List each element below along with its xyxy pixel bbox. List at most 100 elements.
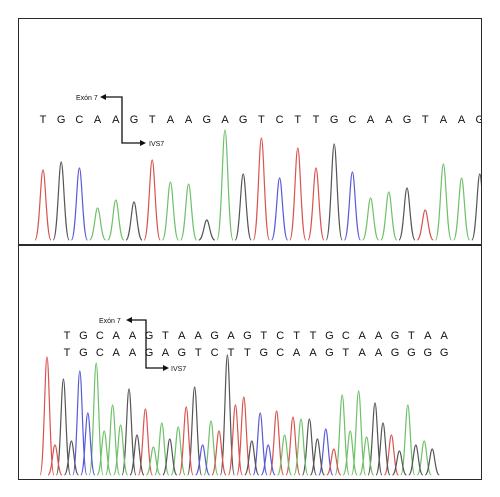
base-letter: C (276, 347, 284, 359)
peak (234, 173, 252, 241)
base-letter: A (359, 347, 367, 359)
exon-intron-boundary-marker (126, 317, 169, 371)
base-letter: T (422, 114, 429, 126)
peak (471, 173, 481, 241)
peak (343, 171, 361, 241)
base-letter: T (293, 330, 300, 342)
base-letter: A (458, 114, 466, 126)
exon-label: Exón 7 (76, 95, 98, 102)
base-letter: C (348, 114, 356, 126)
peak (325, 143, 343, 241)
base-letter: T (244, 347, 251, 359)
peak (125, 201, 143, 241)
base-letter: G (210, 330, 219, 342)
peak (195, 444, 211, 476)
peak (34, 169, 52, 241)
peak (88, 362, 104, 476)
peak (180, 183, 198, 241)
peak (47, 444, 63, 476)
base-letter: T (310, 330, 317, 342)
base-letter: T (228, 347, 235, 359)
peak (178, 406, 194, 476)
peak (289, 147, 307, 241)
base-letter: G (440, 347, 449, 359)
base-letter: G (178, 347, 187, 359)
peak (80, 412, 96, 476)
base-letter: G (407, 347, 416, 359)
peak-traces (34, 129, 481, 241)
peak (362, 197, 380, 241)
base-letter: G (391, 330, 400, 342)
base-letter: A (162, 347, 170, 359)
peak (380, 191, 398, 241)
peak (145, 446, 161, 476)
base-letter: T (294, 114, 301, 126)
base-letter: A (94, 114, 102, 126)
peak (398, 187, 416, 241)
base-letter: T (195, 347, 202, 359)
base-letter: G (424, 347, 433, 359)
peak (309, 438, 325, 476)
peak (96, 430, 112, 476)
base-letter: G (203, 114, 212, 126)
base-letter: G (325, 330, 334, 342)
base-letter: T (313, 114, 320, 126)
base-letter: A (424, 330, 432, 342)
base-letter: A (227, 330, 235, 342)
base-letter: A (112, 114, 120, 126)
base-letter: A (178, 330, 186, 342)
peak (244, 440, 260, 476)
peak (359, 436, 375, 476)
peak (307, 167, 325, 241)
intron-label: IVS7 (171, 366, 186, 373)
peak (105, 404, 121, 476)
base-letter: C (211, 347, 219, 359)
peak (391, 450, 407, 476)
base-letter: A (385, 114, 393, 126)
peak (424, 448, 440, 476)
peak (416, 209, 434, 241)
exon-label: Exón 7 (99, 318, 121, 325)
peak (52, 161, 70, 241)
peak (293, 418, 309, 476)
peak (216, 129, 234, 241)
peak (301, 418, 317, 476)
peak (129, 434, 145, 476)
exon-intron-boundary-marker (100, 94, 146, 146)
base-letter: G (239, 114, 248, 126)
peak (260, 444, 276, 476)
peak (342, 430, 358, 476)
peak (162, 438, 178, 476)
peak (70, 167, 88, 241)
peak (277, 434, 293, 476)
base-letter: A (129, 347, 137, 359)
base-letter: T (149, 114, 156, 126)
peak (434, 163, 452, 241)
base-letter: A (167, 114, 175, 126)
base-letter: A (293, 347, 301, 359)
base-letter: T (260, 330, 267, 342)
peak (161, 181, 179, 241)
peak (143, 159, 161, 241)
base-letter: A (113, 330, 121, 342)
peak-traces (39, 354, 440, 476)
base-letter: G (403, 114, 412, 126)
base-letter: C (342, 330, 350, 342)
base-letter: A (221, 114, 229, 126)
base-letter: C (276, 114, 284, 126)
peak (400, 404, 416, 476)
peak (55, 378, 71, 476)
base-letter: G (243, 330, 252, 342)
peak (453, 177, 471, 241)
base-letter: A (129, 330, 137, 342)
base-letter: C (96, 347, 104, 359)
base-letter: A (309, 347, 317, 359)
peak (113, 424, 129, 476)
peak (227, 404, 243, 476)
base-letter: A (359, 330, 367, 342)
base-letter: G (391, 347, 400, 359)
